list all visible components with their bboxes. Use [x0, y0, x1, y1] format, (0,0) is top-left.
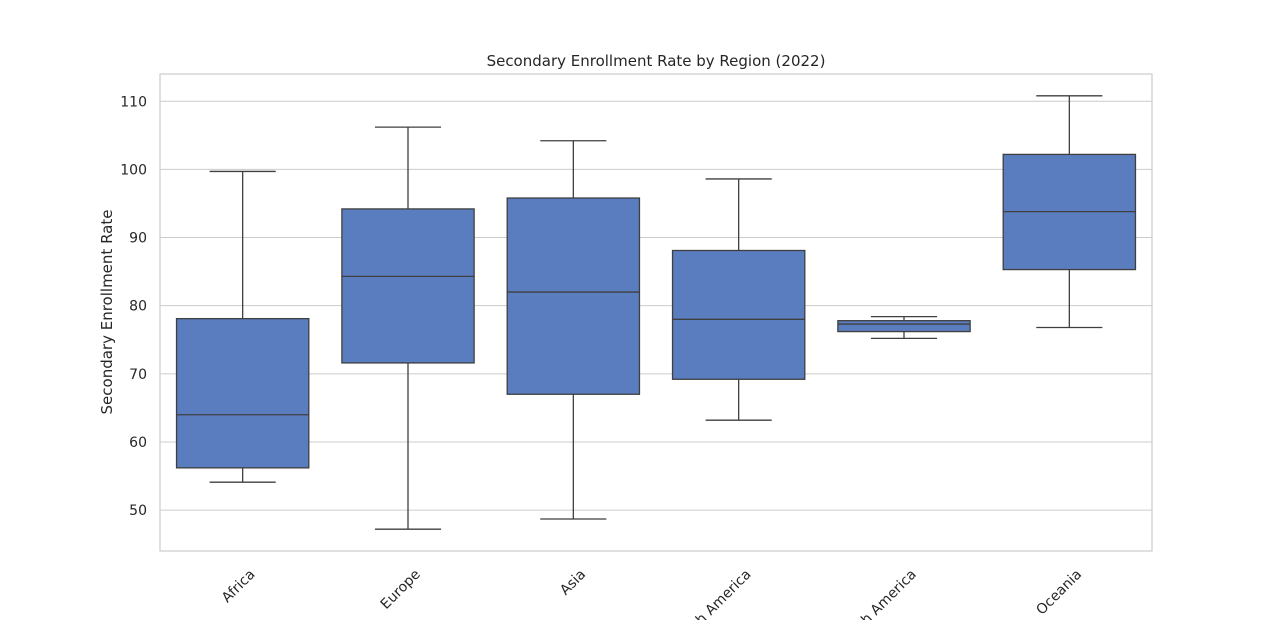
y-tick-label: 50	[129, 503, 147, 519]
boxes	[175, 95, 1137, 530]
x-tick-label: South America	[670, 567, 754, 620]
iqr-box	[341, 208, 475, 364]
iqr-box	[837, 320, 971, 333]
box-asia	[506, 140, 641, 520]
box-europe	[341, 126, 475, 530]
box-north-america	[837, 315, 971, 340]
iqr-box	[506, 197, 641, 395]
y-tick-label: 60	[129, 435, 147, 451]
x-tick-labels: Africa Europe Asia South America North Ameri…	[219, 567, 1085, 620]
y-tick-label: 110	[120, 94, 147, 110]
box-oceania	[1002, 95, 1137, 329]
y-axis-label: Secondary Enrollment Rate	[98, 210, 116, 415]
gridlines	[160, 100, 1152, 511]
y-tick-label: 70	[129, 367, 147, 383]
plot-frame	[159, 73, 1153, 552]
iqr-box	[175, 317, 310, 469]
y-tick-label: 90	[129, 231, 147, 247]
x-tick-label: Asia	[557, 567, 589, 599]
y-tick-label: 100	[120, 162, 147, 178]
box-south-america	[671, 178, 806, 421]
plot-background	[160, 74, 1152, 551]
x-tick-label: Oceania	[1033, 567, 1085, 619]
x-tick-label: North America	[837, 567, 920, 620]
y-tick-label: 80	[129, 299, 147, 315]
x-tick-label: Africa	[219, 567, 259, 607]
y-tick-labels: 50 60 70 80 90 100 110	[120, 94, 147, 519]
x-tick-label: Europe	[378, 567, 424, 613]
chart-title: Secondary Enrollment Rate by Region (202…	[487, 52, 826, 70]
box-africa	[175, 170, 310, 483]
iqr-box	[671, 249, 806, 380]
